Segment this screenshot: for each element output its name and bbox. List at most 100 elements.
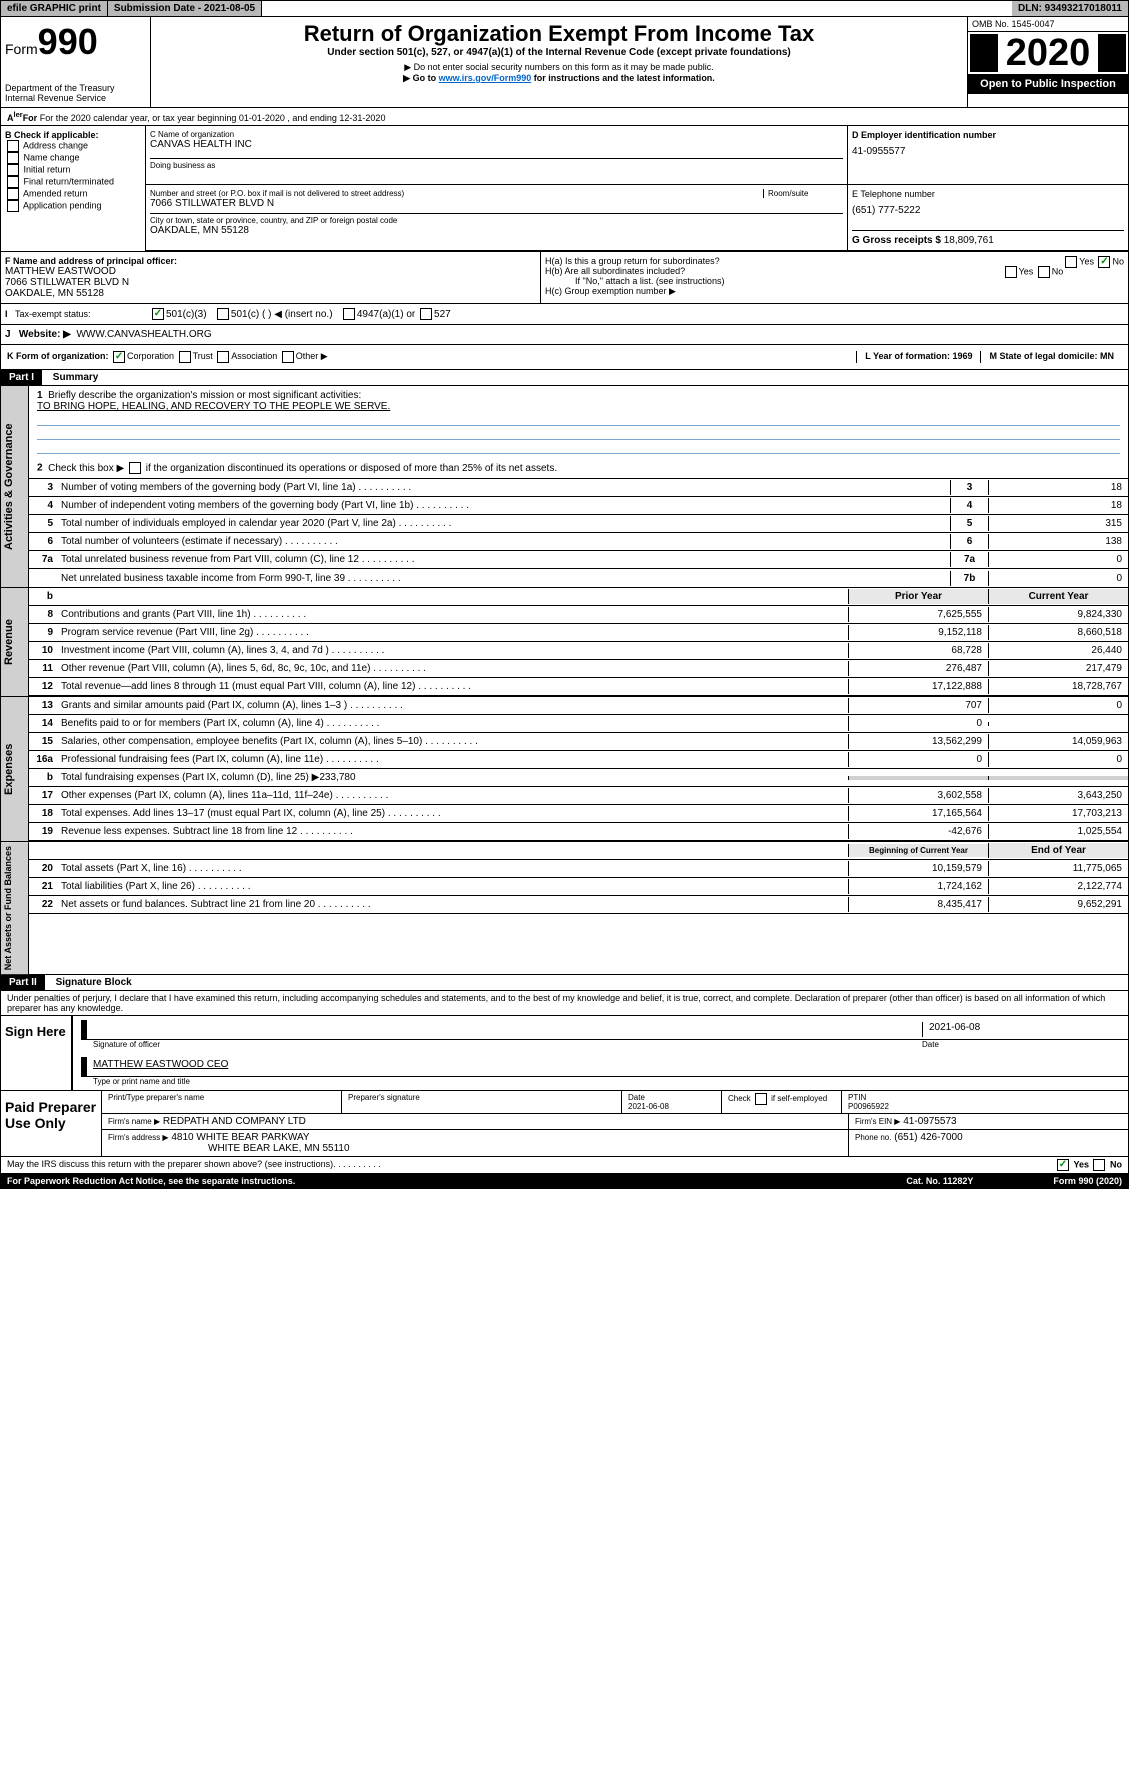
room-label: Room/suite bbox=[763, 189, 843, 198]
form-header: Form990 Department of the Treasury Inter… bbox=[0, 17, 1129, 108]
line1-text: Briefly describe the organization's miss… bbox=[48, 390, 361, 401]
officer-city: OAKDALE, MN 55128 bbox=[5, 288, 536, 299]
dba-label: Doing business as bbox=[150, 158, 843, 170]
officer-label: F Name and address of principal officer: bbox=[5, 256, 177, 266]
box-b-label: B Check if applicable: bbox=[5, 130, 99, 140]
instructions-link[interactable]: www.irs.gov/Form990 bbox=[439, 73, 532, 83]
website-value: WWW.CANVASHEALTH.ORG bbox=[76, 329, 211, 340]
ha-label: H(a) Is this a group return for subordin… bbox=[545, 256, 720, 266]
irs-label: Internal Revenue Service bbox=[5, 93, 146, 103]
527-check[interactable] bbox=[420, 308, 432, 320]
prep-name-label: Print/Type preparer's name bbox=[101, 1091, 341, 1113]
city-value: OAKDALE, MN 55128 bbox=[150, 225, 843, 236]
4947-check[interactable] bbox=[343, 308, 355, 320]
ptin-value: P00965922 bbox=[848, 1102, 889, 1111]
corp-check[interactable] bbox=[113, 351, 125, 363]
header-begin: Beginning of Current Year bbox=[848, 844, 988, 857]
b-check[interactable] bbox=[7, 164, 19, 176]
firm-label: Firm's name ▶ bbox=[108, 1117, 160, 1126]
receipts-value: 18,809,761 bbox=[944, 235, 994, 246]
ein-label: D Employer identification number bbox=[852, 130, 1124, 140]
discuss-no[interactable] bbox=[1093, 1159, 1105, 1171]
perjury-text: Under penalties of perjury, I declare th… bbox=[0, 991, 1129, 1016]
part2-header: Part II bbox=[1, 975, 45, 990]
hb-no[interactable] bbox=[1038, 266, 1050, 278]
hb-label: H(b) Are all subordinates included? bbox=[545, 266, 685, 276]
officer-addr: 7066 STILLWATER BLVD N bbox=[5, 277, 536, 288]
opt-4947: 4947(a)(1) or bbox=[357, 309, 415, 320]
ha-yes[interactable] bbox=[1065, 256, 1077, 268]
b-check[interactable] bbox=[7, 176, 19, 188]
sig-name-label: Type or print name and title bbox=[73, 1077, 1128, 1090]
header-current: Current Year bbox=[988, 589, 1128, 604]
line2-check[interactable] bbox=[129, 462, 141, 474]
form-label: Form bbox=[5, 41, 38, 57]
sign-section: Sign Here 2021-06-08 Signature of office… bbox=[0, 1016, 1129, 1091]
street-address: 7066 STILLWATER BLVD N bbox=[150, 198, 843, 209]
website-label: Website: ▶ bbox=[19, 329, 71, 340]
ha-no[interactable] bbox=[1098, 256, 1110, 268]
website-row: J Website: ▶ WWW.CANVASHEALTH.ORG bbox=[0, 325, 1129, 345]
netassets-table: Net Assets or Fund Balances Beginning of… bbox=[0, 842, 1129, 975]
phone-label: E Telephone number bbox=[852, 189, 1124, 199]
governance-table: Activities & Governance 1 Briefly descri… bbox=[0, 386, 1129, 588]
opt-501c: 501(c) ( ) ◀ (insert no.) bbox=[231, 309, 333, 320]
opt-other: Other ▶ bbox=[296, 351, 328, 363]
b-check[interactable] bbox=[7, 188, 19, 200]
expenses-table: Expenses 13Grants and similar amounts pa… bbox=[0, 697, 1129, 842]
discuss-yes[interactable] bbox=[1057, 1159, 1069, 1171]
hc-label: H(c) Group exemption number ▶ bbox=[545, 286, 1124, 297]
tax-period: For the 2020 calendar year, or tax year … bbox=[40, 113, 386, 123]
assoc-check[interactable] bbox=[217, 351, 229, 363]
b-check[interactable] bbox=[7, 200, 19, 212]
goto-pre: ▶ Go to bbox=[403, 73, 438, 83]
footer-right: Form 990 (2020) bbox=[1053, 1176, 1122, 1186]
firm-phone: (651) 426-7000 bbox=[894, 1132, 962, 1143]
section-bcdefg: B Check if applicable: Address change Na… bbox=[0, 126, 1129, 252]
footer-left: For Paperwork Reduction Act Notice, see … bbox=[7, 1176, 295, 1186]
sig-date: 2021-06-08 bbox=[922, 1022, 1122, 1037]
hb-yes[interactable] bbox=[1005, 266, 1017, 278]
firm-addr2: WHITE BEAR LAKE, MN 55110 bbox=[108, 1143, 350, 1154]
part2-title: Signature Block bbox=[48, 975, 140, 990]
omb-number: OMB No. 1545-0047 bbox=[968, 17, 1128, 32]
row-a: AlerFor For the 2020 calendar year, or t… bbox=[0, 108, 1129, 126]
b-check[interactable] bbox=[7, 152, 19, 164]
firm-ein: 41-0975573 bbox=[903, 1116, 956, 1127]
officer-sig-name: MATTHEW EASTWOOD CEO bbox=[93, 1059, 228, 1074]
firm-addr-label: Firm's address ▶ bbox=[108, 1133, 169, 1142]
prep-date: 2021-06-08 bbox=[628, 1102, 669, 1111]
ein-value: 41-0955577 bbox=[852, 146, 1124, 157]
firm-ein-label: Firm's EIN ▶ bbox=[855, 1117, 900, 1126]
dept-label: Department of the Treasury bbox=[5, 83, 146, 93]
open-public: Open to Public Inspection bbox=[968, 74, 1128, 94]
trust-check[interactable] bbox=[179, 351, 191, 363]
opt-527: 527 bbox=[434, 309, 451, 320]
dln: DLN: 93493217018011 bbox=[1012, 1, 1128, 16]
other-check[interactable] bbox=[282, 351, 294, 363]
side-expenses: Expenses bbox=[1, 697, 29, 841]
form-title: Return of Organization Exempt From Incom… bbox=[155, 21, 963, 47]
officer-name: MATTHEW EASTWOOD bbox=[5, 266, 536, 277]
discuss-text: May the IRS discuss this return with the… bbox=[7, 1159, 333, 1171]
blank: b bbox=[29, 589, 57, 604]
501c3-check[interactable] bbox=[152, 308, 164, 320]
k-row: K Form of organization: Corporation Trus… bbox=[0, 345, 1129, 370]
opt-corp: Corporation bbox=[127, 351, 174, 363]
side-netassets: Net Assets or Fund Balances bbox=[1, 842, 29, 974]
org-name-label: C Name of organization bbox=[150, 130, 843, 139]
efile-button[interactable]: efile GRAPHIC print bbox=[1, 1, 108, 16]
selfemp-check[interactable] bbox=[755, 1093, 767, 1105]
b-check[interactable] bbox=[7, 140, 19, 152]
form-subtitle: Under section 501(c), 527, or 4947(a)(1)… bbox=[155, 47, 963, 58]
501c-check[interactable] bbox=[217, 308, 229, 320]
firm-addr1: 4810 WHITE BEAR PARKWAY bbox=[171, 1132, 309, 1143]
tax-status-row: I Tax-exempt status: 501(c)(3) 501(c) ( … bbox=[0, 304, 1129, 325]
sig-officer-label: Signature of officer bbox=[93, 1040, 922, 1049]
form-number: 990 bbox=[38, 21, 98, 62]
tax-status-label: Tax-exempt status: bbox=[15, 309, 91, 319]
side-governance: Activities & Governance bbox=[1, 386, 29, 587]
sign-label: Sign Here bbox=[1, 1016, 71, 1090]
section-fhi: F Name and address of principal officer:… bbox=[0, 252, 1129, 304]
addr-label: Number and street (or P.O. box if mail i… bbox=[150, 189, 763, 198]
